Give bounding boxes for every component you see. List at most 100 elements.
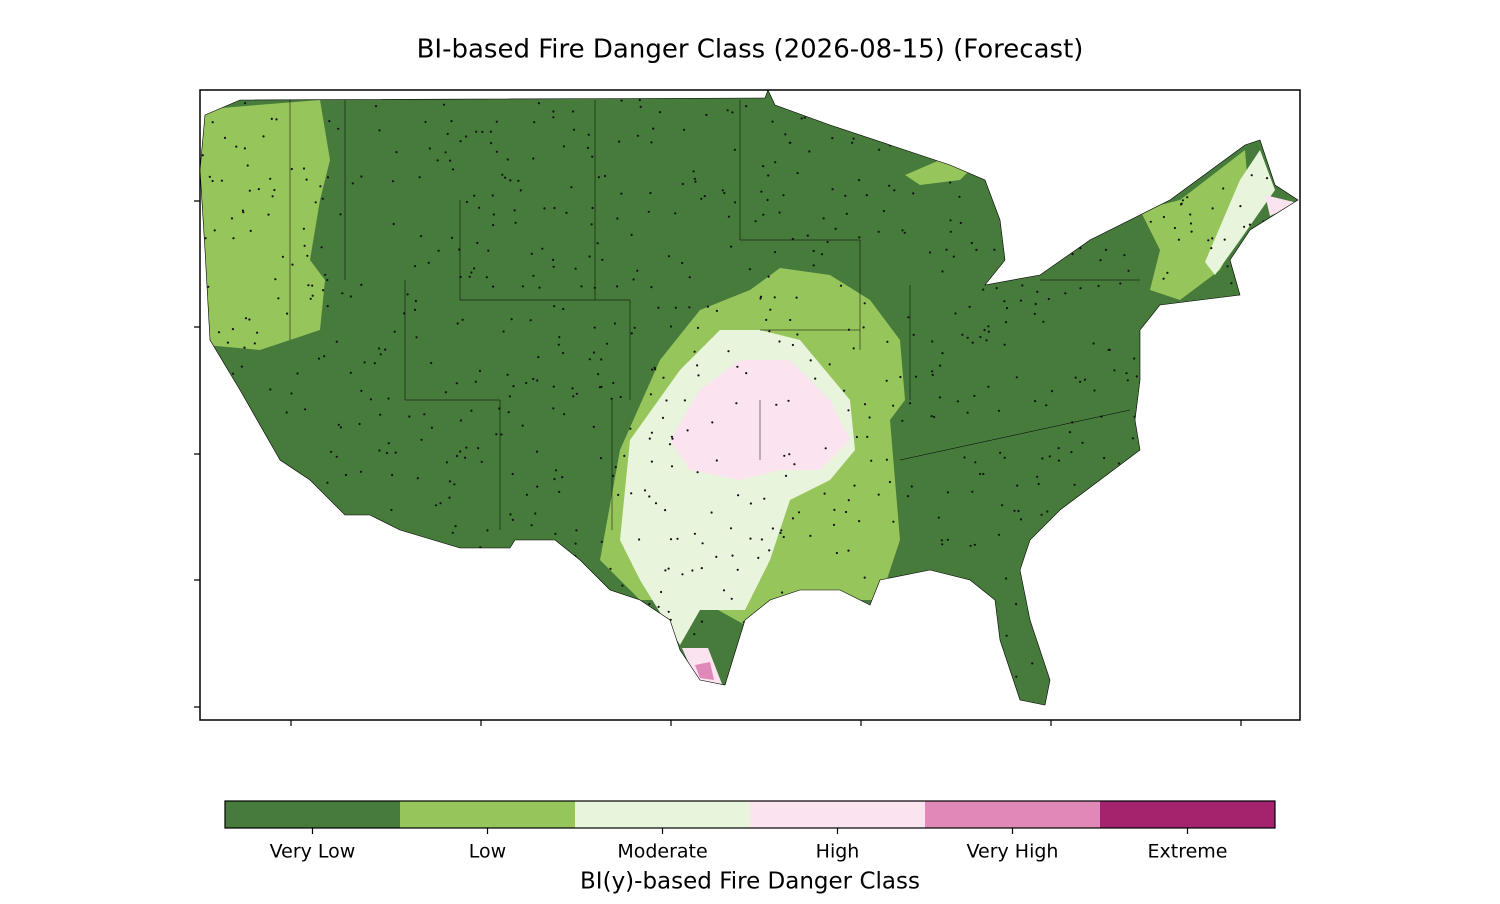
station <box>1005 307 1009 310</box>
station <box>470 271 473 274</box>
station <box>1016 484 1019 487</box>
station <box>1074 376 1077 379</box>
station <box>612 381 615 385</box>
station <box>657 605 660 609</box>
station <box>593 326 596 329</box>
station <box>369 398 372 401</box>
region-moderate <box>1205 150 1275 275</box>
colorbar-class-label: Moderate <box>617 841 707 863</box>
station <box>1210 247 1213 250</box>
station <box>1243 225 1246 228</box>
station <box>973 543 977 546</box>
station <box>726 109 729 112</box>
station <box>1108 348 1111 351</box>
station <box>693 177 697 180</box>
station <box>653 366 656 369</box>
station <box>892 404 895 407</box>
station <box>806 234 809 237</box>
station <box>1180 202 1183 205</box>
station <box>330 450 333 453</box>
station <box>509 179 512 182</box>
station <box>587 133 590 136</box>
station <box>731 554 734 557</box>
station <box>783 454 786 457</box>
station <box>669 538 673 541</box>
station <box>444 391 447 394</box>
station <box>521 285 525 288</box>
station <box>509 513 512 516</box>
station <box>600 358 603 361</box>
station <box>979 335 982 339</box>
station <box>769 308 772 311</box>
station <box>213 229 216 232</box>
station <box>907 316 910 319</box>
station <box>749 502 753 505</box>
station <box>562 351 565 355</box>
station <box>759 295 763 298</box>
station <box>1001 504 1004 507</box>
station <box>844 194 847 197</box>
station <box>220 179 223 182</box>
station <box>580 285 583 288</box>
station <box>513 209 516 212</box>
us-outline <box>199 89 1299 706</box>
station <box>664 569 667 572</box>
station <box>390 508 393 512</box>
station <box>727 215 731 218</box>
station <box>248 318 251 321</box>
station <box>688 306 691 309</box>
station <box>700 620 704 623</box>
station <box>688 276 691 279</box>
station <box>597 373 600 376</box>
station <box>486 529 489 532</box>
station <box>223 136 227 139</box>
station <box>430 361 433 365</box>
station <box>1003 343 1006 346</box>
station <box>1189 222 1193 225</box>
station <box>439 502 442 505</box>
station <box>961 333 964 336</box>
station <box>970 241 973 245</box>
station <box>536 379 539 382</box>
station <box>1186 196 1189 199</box>
station <box>706 305 710 308</box>
colorbar-border <box>224 800 1276 829</box>
station <box>862 326 865 329</box>
station <box>473 267 476 270</box>
station <box>1073 483 1076 486</box>
colorbar-swatch <box>750 801 925 828</box>
station <box>863 403 867 406</box>
station <box>235 145 238 148</box>
station <box>676 537 679 540</box>
station <box>387 442 390 445</box>
station <box>1003 300 1006 303</box>
station <box>748 268 752 271</box>
station <box>826 240 829 244</box>
station <box>502 330 505 333</box>
station <box>620 192 623 195</box>
station <box>267 213 270 216</box>
state-lines <box>289 100 1140 530</box>
station <box>275 118 278 121</box>
station <box>711 421 714 424</box>
station <box>1031 662 1034 665</box>
station <box>605 342 609 345</box>
station <box>681 182 684 186</box>
station <box>1207 239 1210 242</box>
station <box>530 252 533 255</box>
station <box>244 102 247 105</box>
station <box>847 328 851 331</box>
station <box>941 543 944 546</box>
station <box>256 331 259 334</box>
station <box>446 132 449 135</box>
station <box>514 221 517 224</box>
station <box>270 117 273 120</box>
station <box>774 251 777 254</box>
station <box>766 198 769 202</box>
station <box>281 255 284 258</box>
station <box>552 258 555 261</box>
station <box>733 148 737 151</box>
station <box>1166 271 1169 274</box>
station <box>552 265 555 268</box>
station <box>257 188 260 191</box>
